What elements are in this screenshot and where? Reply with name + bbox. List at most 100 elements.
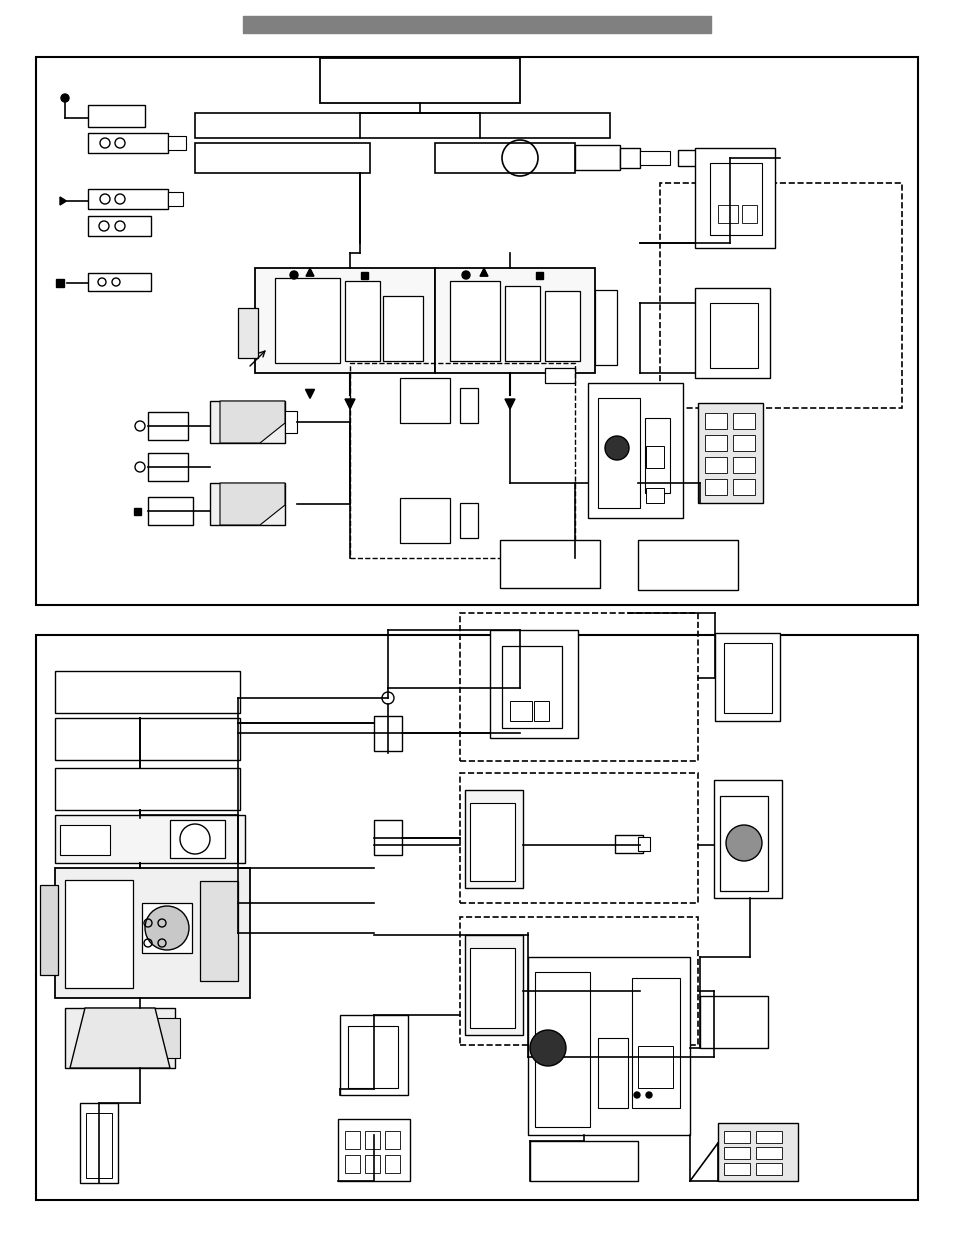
Polygon shape [345, 399, 355, 409]
Bar [510, 701, 532, 721]
Bar [741, 205, 757, 222]
Bar [168, 135, 186, 150]
Bar [700, 996, 767, 1048]
Bar [399, 378, 450, 423]
Bar [527, 957, 689, 1135]
Bar [587, 383, 682, 518]
Bar [337, 1119, 410, 1181]
Bar [55, 718, 240, 759]
Bar [60, 825, 110, 855]
Bar [385, 1155, 399, 1173]
Bar [88, 133, 168, 153]
Bar [459, 773, 698, 902]
Bar [645, 488, 663, 503]
Polygon shape [306, 268, 314, 276]
Bar [535, 972, 589, 1127]
Bar [755, 1147, 781, 1158]
Circle shape [725, 825, 761, 861]
Bar [612, 981, 639, 999]
Bar [720, 796, 767, 891]
Bar [501, 646, 561, 728]
Bar [499, 539, 599, 588]
Bar [598, 1038, 627, 1108]
Bar [200, 881, 237, 981]
Bar [464, 935, 522, 1035]
Bar [210, 401, 285, 443]
Bar [575, 145, 619, 170]
Bar [504, 286, 539, 360]
Bar [55, 868, 250, 998]
Bar [350, 363, 575, 558]
Bar [598, 398, 639, 508]
Bar [678, 150, 696, 167]
Bar [254, 268, 435, 373]
Bar [615, 835, 642, 853]
Bar [638, 983, 651, 997]
Bar [645, 446, 663, 469]
Bar [88, 189, 168, 209]
Bar [631, 978, 679, 1108]
Bar [36, 635, 917, 1199]
Bar [704, 479, 726, 495]
Bar [704, 457, 726, 474]
Polygon shape [220, 484, 285, 525]
Bar [319, 58, 519, 103]
Bar [142, 902, 192, 953]
Polygon shape [60, 196, 67, 205]
Bar [130, 1018, 180, 1058]
Bar [695, 288, 769, 378]
Bar [755, 1131, 781, 1144]
Circle shape [530, 1030, 565, 1066]
Bar [619, 148, 639, 168]
Bar [168, 191, 183, 206]
Bar [399, 498, 450, 543]
Bar [544, 368, 575, 383]
Bar [470, 803, 515, 881]
Bar [194, 143, 370, 173]
Bar [55, 671, 240, 713]
Bar [644, 418, 669, 493]
Bar [450, 281, 499, 360]
Bar [639, 150, 669, 165]
Polygon shape [70, 1008, 170, 1068]
Bar [755, 1163, 781, 1175]
Bar [704, 413, 726, 429]
Bar [65, 880, 132, 988]
Circle shape [145, 906, 189, 950]
Bar [194, 113, 609, 138]
Bar [718, 1122, 797, 1181]
Bar [530, 1141, 638, 1181]
Bar [88, 216, 151, 236]
Circle shape [604, 436, 628, 460]
Bar [148, 411, 188, 440]
Bar [339, 1016, 408, 1095]
Bar [274, 278, 339, 363]
Bar [382, 296, 422, 360]
Bar [732, 413, 754, 429]
Bar [732, 457, 754, 474]
Circle shape [290, 271, 297, 278]
Bar [714, 633, 780, 721]
Circle shape [634, 1093, 639, 1098]
Bar [459, 388, 477, 423]
Bar [490, 630, 578, 738]
Polygon shape [220, 401, 285, 443]
Polygon shape [479, 268, 488, 276]
Bar [732, 479, 754, 495]
Bar [365, 1131, 379, 1149]
Bar [210, 484, 285, 525]
Bar [88, 104, 145, 127]
Bar [470, 948, 515, 1028]
Polygon shape [305, 389, 314, 399]
Bar [695, 148, 774, 249]
Bar [80, 1103, 118, 1183]
Bar [56, 278, 64, 287]
Bar [704, 435, 726, 451]
Circle shape [645, 1093, 651, 1098]
Bar [534, 701, 548, 721]
Bar [732, 435, 754, 451]
Bar [723, 1131, 749, 1144]
Bar [713, 781, 781, 897]
Bar [374, 716, 401, 751]
Bar [659, 183, 901, 408]
